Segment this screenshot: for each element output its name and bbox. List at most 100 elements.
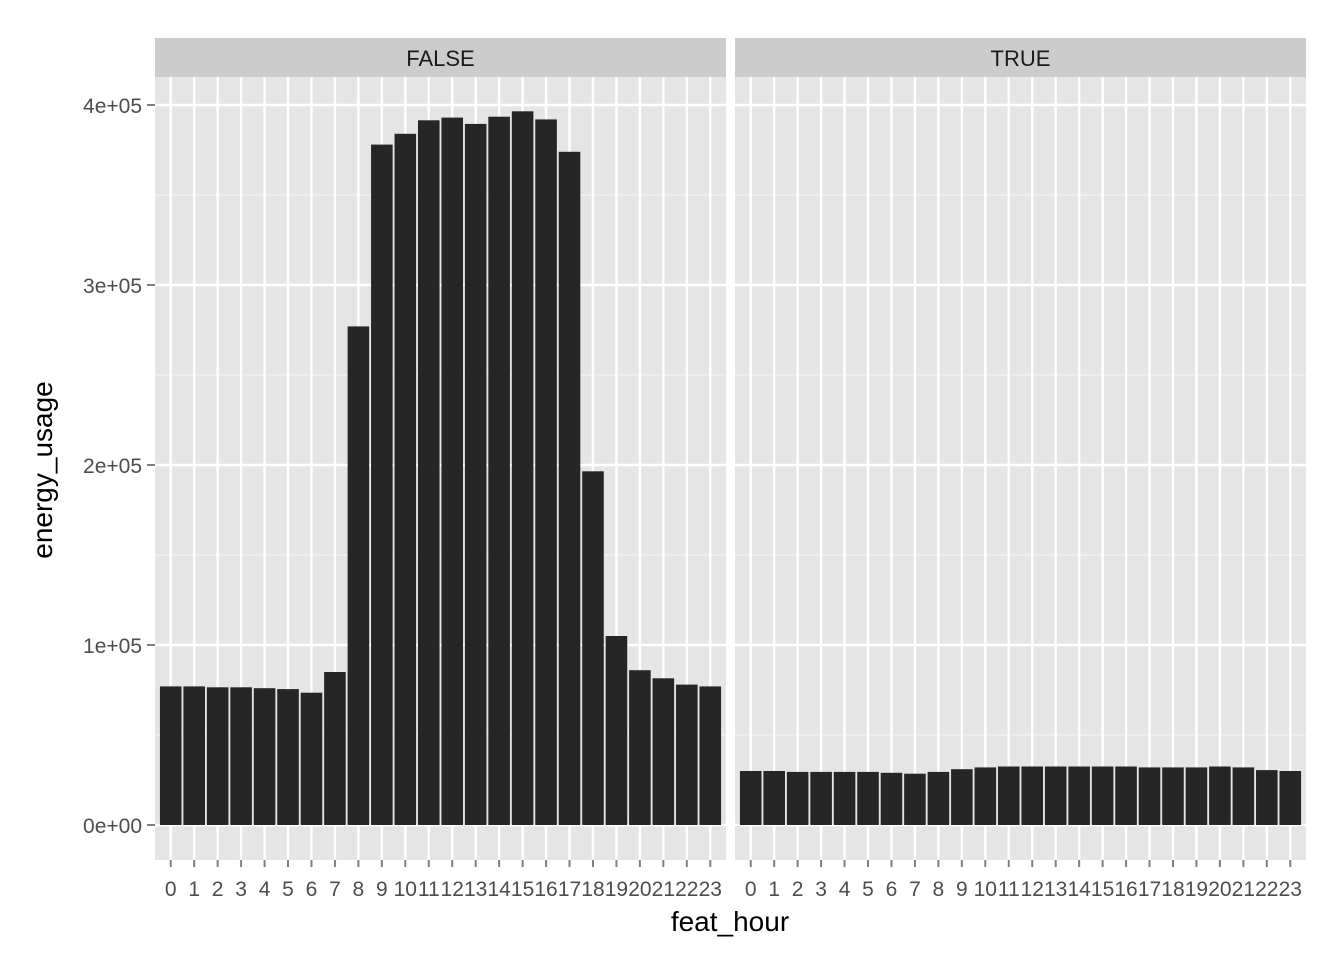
x-tick-label: 22 xyxy=(1255,878,1278,901)
x-tick-label: 9 xyxy=(956,878,968,901)
y-tick-label: 0e+00 xyxy=(83,815,142,838)
bar-false-hour-16 xyxy=(535,119,557,825)
bar-true-hour-11 xyxy=(997,766,1020,825)
x-tick-label: 6 xyxy=(306,878,318,901)
facet-strip-label: FALSE xyxy=(406,46,474,71)
x-tick-label: 7 xyxy=(329,878,341,901)
bar-false-hour-8 xyxy=(347,326,370,825)
x-tick-label: 7 xyxy=(909,878,921,901)
x-tick-label: 0 xyxy=(165,878,177,901)
bar-false-hour-3 xyxy=(230,687,252,825)
x-tick-label: 8 xyxy=(933,878,945,901)
bar-false-hour-18 xyxy=(582,471,604,825)
bar-false-hour-4 xyxy=(253,688,276,825)
bar-true-hour-19 xyxy=(1185,767,1208,825)
x-tick-label: 10 xyxy=(394,878,417,901)
x-tick-label: 20 xyxy=(628,878,651,901)
y-tick-label: 2e+05 xyxy=(83,455,142,478)
x-tick-label: 22 xyxy=(675,878,698,901)
bar-true-hour-9 xyxy=(951,769,973,825)
panel-background xyxy=(735,77,1306,860)
facet-strip-label: TRUE xyxy=(991,46,1051,71)
y-axis: 0e+00 1e+05 2e+05 3e+05 4e+05 xyxy=(83,95,155,838)
x-tick-label: 15 xyxy=(1091,878,1114,901)
y-tick-label: 3e+05 xyxy=(83,275,142,298)
x-tick-label: 11 xyxy=(998,878,1020,901)
x-tick-label: 21 xyxy=(1232,878,1255,901)
bar-false-hour-23 xyxy=(699,686,722,825)
x-tick-label: 14 xyxy=(1067,878,1091,901)
x-tick-label: 21 xyxy=(652,878,675,901)
x-tick-label: 16 xyxy=(534,878,557,901)
bar-false-hour-10 xyxy=(394,133,417,826)
x-tick-label: 23 xyxy=(1279,878,1302,901)
bar-true-hour-13 xyxy=(1044,766,1067,825)
x-tick-label: 23 xyxy=(699,878,722,901)
x-tick-label: 0 xyxy=(745,878,757,901)
bar-false-hour-17 xyxy=(558,151,581,826)
bar-true-hour-12 xyxy=(1021,766,1044,825)
bar-true-hour-14 xyxy=(1068,766,1090,825)
x-tick-label: 20 xyxy=(1208,878,1231,901)
bar-false-hour-14 xyxy=(488,116,510,825)
x-tick-label: 3 xyxy=(235,878,247,901)
x-tick-label: 8 xyxy=(353,878,365,901)
bar-false-hour-5 xyxy=(277,689,299,825)
y-tick-label: 1e+05 xyxy=(83,635,142,658)
bar-false-hour-1 xyxy=(183,686,205,825)
x-tick-label: 12 xyxy=(1021,878,1044,901)
x-tick-label: 1 xyxy=(768,878,780,901)
x-tick-label: 6 xyxy=(886,878,898,901)
bar-true-hour-5 xyxy=(857,771,879,825)
bar-false-hour-22 xyxy=(676,684,698,825)
bar-true-hour-6 xyxy=(880,772,903,825)
x-tick-label: 3 xyxy=(815,878,827,901)
y-axis-title: energy_usage xyxy=(27,381,58,558)
bar-false-hour-2 xyxy=(206,687,229,825)
bar-true-hour-18 xyxy=(1162,767,1184,825)
bar-false-hour-21 xyxy=(652,678,675,825)
bar-false-hour-15 xyxy=(511,111,534,826)
bar-true-hour-23 xyxy=(1279,771,1302,825)
x-tick-label: 12 xyxy=(441,878,464,901)
x-tick-label: 2 xyxy=(792,878,804,901)
bar-false-hour-7 xyxy=(324,672,346,825)
x-tick-label: 10 xyxy=(974,878,997,901)
facet-strip xyxy=(735,38,1306,77)
y-tick-label: 4e+05 xyxy=(83,95,142,118)
bar-false-hour-9 xyxy=(371,144,393,826)
bar-true-hour-1 xyxy=(763,771,785,825)
facet-strip xyxy=(155,38,726,77)
bar-false-hour-20 xyxy=(629,670,651,825)
bar-false-hour-6 xyxy=(300,692,323,825)
bar-true-hour-17 xyxy=(1138,767,1161,825)
x-tick-label: 19 xyxy=(1185,878,1208,901)
x-tick-label: 5 xyxy=(282,878,294,901)
bar-false-hour-0 xyxy=(159,686,182,825)
x-tick-label: 13 xyxy=(464,878,487,901)
bar-false-hour-19 xyxy=(605,636,628,825)
x-tick-label: 18 xyxy=(1161,878,1184,901)
x-tick-label: 11 xyxy=(418,878,440,901)
x-tick-label: 9 xyxy=(376,878,388,901)
x-tick-label: 1 xyxy=(188,878,200,901)
bar-true-hour-10 xyxy=(974,767,997,825)
bar-true-hour-3 xyxy=(810,771,832,825)
x-tick-label: 4 xyxy=(839,878,851,901)
bar-true-hour-2 xyxy=(786,771,809,825)
x-tick-label: 15 xyxy=(511,878,534,901)
x-axis-title: feat_hour xyxy=(671,906,789,937)
x-tick-label: 14 xyxy=(487,878,511,901)
x-tick-label: 5 xyxy=(862,878,874,901)
x-tick-label: 19 xyxy=(605,878,628,901)
x-tick-label: 2 xyxy=(212,878,224,901)
x-tick-label: 17 xyxy=(558,878,581,901)
x-tick-label: 17 xyxy=(1138,878,1161,901)
bar-false-hour-13 xyxy=(464,123,487,825)
bar-true-hour-22 xyxy=(1256,770,1278,825)
bar-true-hour-4 xyxy=(833,771,856,825)
bar-false-hour-11 xyxy=(417,120,440,826)
